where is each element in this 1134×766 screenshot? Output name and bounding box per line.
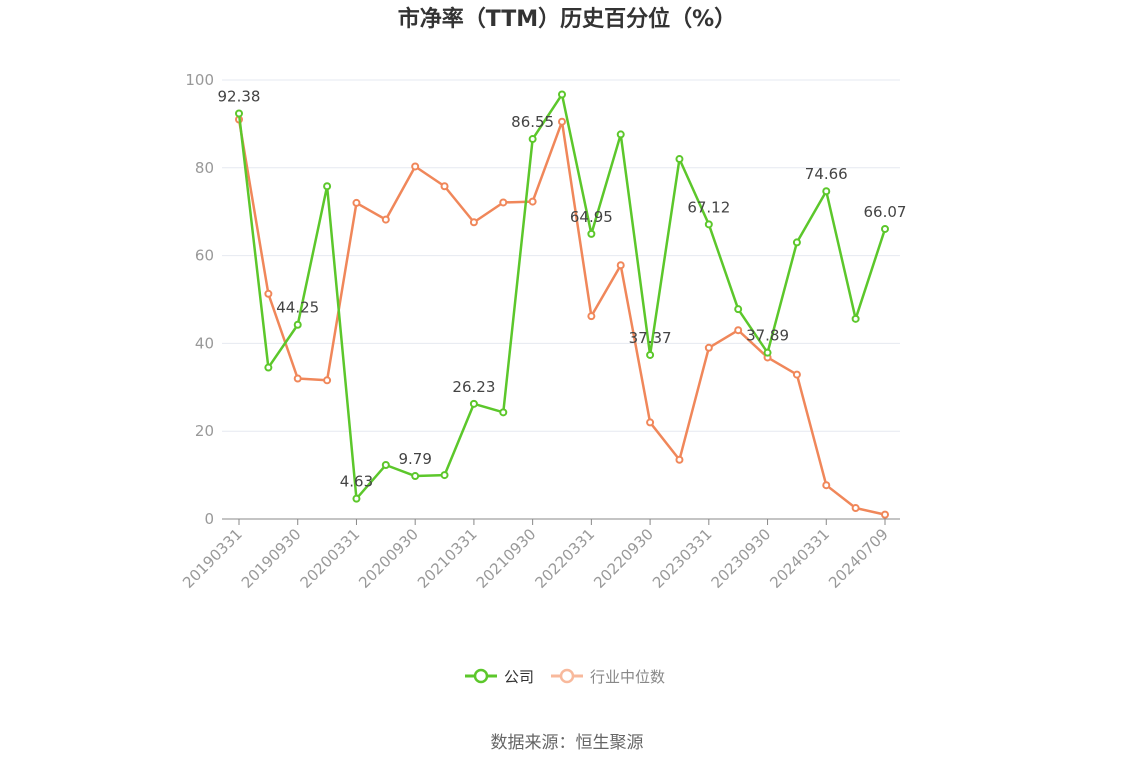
data-point-company [264, 363, 273, 372]
data-point-industry-median [440, 182, 449, 191]
data-point-company [558, 90, 566, 99]
data-labels: 92.38 44.25 4.63 9.79 26.23 86.55 64.95 37.37 67… [218, 87, 907, 490]
data-point-industry-median [293, 374, 302, 383]
data-label: 67.12 [687, 198, 730, 216]
data-point-company [235, 109, 243, 118]
data-point-industry-median [528, 197, 537, 206]
series-layer [235, 90, 889, 519]
data-point-company [352, 494, 361, 503]
x-tick-label: 20240709 [825, 525, 892, 592]
data-label: 64.95 [570, 208, 613, 226]
legend-label: 公司 [504, 668, 534, 686]
legend-swatch-marker [473, 668, 489, 684]
data-point-industry-median [704, 343, 713, 352]
data-source: 数据来源：恒生聚源 [491, 733, 644, 753]
data-label: 37.89 [746, 327, 789, 345]
data-point-company [646, 350, 655, 359]
data-point-company [792, 238, 801, 247]
data-point-industry-median [323, 376, 332, 385]
x-tick-label: 20220331 [531, 525, 598, 592]
data-point-company [528, 135, 537, 144]
x-tick-label: 20190930 [238, 525, 305, 592]
data-point-company [851, 314, 860, 323]
x-axis: 2019033120190930202003312020093020210331… [179, 518, 900, 592]
data-point-company [323, 182, 332, 191]
x-tick-label: 20220930 [590, 525, 657, 592]
data-point-company [499, 408, 508, 417]
x-tick-label: 20190331 [179, 525, 246, 592]
grid-lines [222, 79, 900, 432]
data-point-industry-median [469, 218, 478, 227]
legend-item-industry-median[interactable]: 行业中位数 [551, 668, 665, 686]
y-tick-label: 100 [185, 71, 214, 89]
data-point-company [440, 471, 449, 480]
data-point-company [704, 220, 713, 229]
x-tick-label: 20240331 [766, 525, 833, 592]
data-point-industry-median [499, 198, 508, 207]
data-label: 74.66 [805, 165, 848, 183]
data-point-industry-median [616, 261, 625, 270]
x-tick-label: 20200930 [355, 525, 422, 592]
legend-item-company[interactable]: 公司 [465, 668, 534, 686]
data-label: 86.55 [511, 113, 554, 131]
y-axis: 0 20 40 60 80 100 [185, 71, 214, 528]
data-point-company [822, 187, 831, 196]
x-tick-label: 20230930 [708, 525, 775, 592]
data-label: 37.37 [629, 329, 672, 347]
y-tick-label: 80 [195, 159, 214, 177]
data-point-industry-median [264, 289, 273, 298]
series-line-industry-median [237, 119, 886, 516]
data-point-company [763, 348, 772, 357]
data-point-industry-median [881, 510, 889, 519]
data-point-industry-median [822, 481, 831, 490]
data-point-company [881, 224, 889, 233]
data-point-industry-median [792, 370, 801, 379]
data-point-company [675, 155, 684, 164]
data-point-company [411, 472, 420, 481]
data-point-industry-median [675, 455, 684, 464]
data-label: 44.25 [276, 299, 319, 317]
y-tick-label: 0 [204, 510, 214, 528]
y-tick-label: 20 [195, 422, 214, 440]
data-label: 26.23 [452, 378, 495, 396]
data-point-industry-median [411, 162, 420, 171]
data-point-industry-median [734, 326, 743, 335]
data-label: 66.07 [864, 203, 907, 221]
chart-title: 市净率（TTM）历史百分位（%） [398, 6, 736, 32]
x-tick-label: 20200331 [297, 525, 364, 592]
y-tick-label: 60 [195, 247, 214, 265]
data-point-industry-median [558, 117, 566, 126]
data-point-industry-median [646, 418, 655, 427]
y-tick-label: 40 [195, 334, 214, 352]
data-label: 4.63 [340, 473, 373, 491]
x-tick-label: 20210331 [414, 525, 481, 592]
data-point-industry-median [352, 198, 361, 207]
data-point-company [293, 320, 302, 329]
data-point-company [381, 461, 390, 470]
series-line-company [237, 93, 887, 500]
data-point-company [616, 130, 625, 139]
data-point-company [469, 399, 478, 408]
data-label: 9.79 [398, 450, 431, 468]
data-point-industry-median [851, 504, 860, 513]
data-point-industry-median [381, 215, 390, 224]
data-point-company [734, 305, 743, 314]
x-tick-label: 20210930 [473, 525, 540, 592]
x-tick-label: 20230331 [649, 525, 716, 592]
data-point-industry-median [587, 312, 596, 321]
legend[interactable]: 公司 行业中位数 [465, 668, 665, 686]
data-label: 92.38 [218, 87, 261, 105]
legend-swatch-marker [559, 668, 575, 684]
data-point-company [587, 229, 596, 238]
legend-label: 行业中位数 [590, 668, 665, 686]
